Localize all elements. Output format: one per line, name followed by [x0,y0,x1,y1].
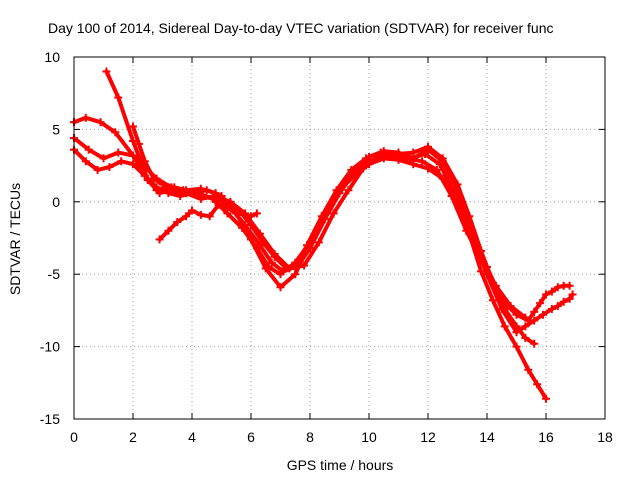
x-tick-label: 12 [420,429,436,445]
chart-title: Day 100 of 2014, Sidereal Day-to-day VTE… [48,20,554,36]
axis-ticks: 0 2 4 6 8 10 12 14 16 18 -15 -10 -5 0 5 10 [40,49,613,445]
y-axis-label: SDTVAR / TECUs [7,183,23,295]
data-point [566,282,574,290]
y-tick-label: 10 [44,49,60,65]
x-tick-label: 2 [129,429,137,445]
series-track-e [133,127,534,344]
series-track-a [107,72,547,399]
x-tick-label: 4 [188,429,196,445]
y-tick-label: -15 [40,411,60,427]
y-tick-label: -10 [40,339,60,355]
y-tick-label: 0 [52,194,60,210]
x-tick-label: 8 [306,429,314,445]
x-tick-label: 6 [247,429,255,445]
x-tick-label: 18 [597,429,613,445]
y-tick-label: -5 [48,266,61,282]
series-track-c [74,138,525,318]
chart-canvas: 0 2 4 6 8 10 12 14 16 18 -15 -10 -5 0 5 10 Day 100 of 2… [0,0,640,480]
y-tick-label: 5 [52,121,60,137]
data-series [70,67,577,402]
x-tick-label: 16 [538,429,554,445]
x-tick-label: 0 [70,429,78,445]
x-tick-label: 14 [479,429,495,445]
x-axis-label: GPS time / hours [287,457,394,473]
x-tick-label: 10 [361,429,377,445]
